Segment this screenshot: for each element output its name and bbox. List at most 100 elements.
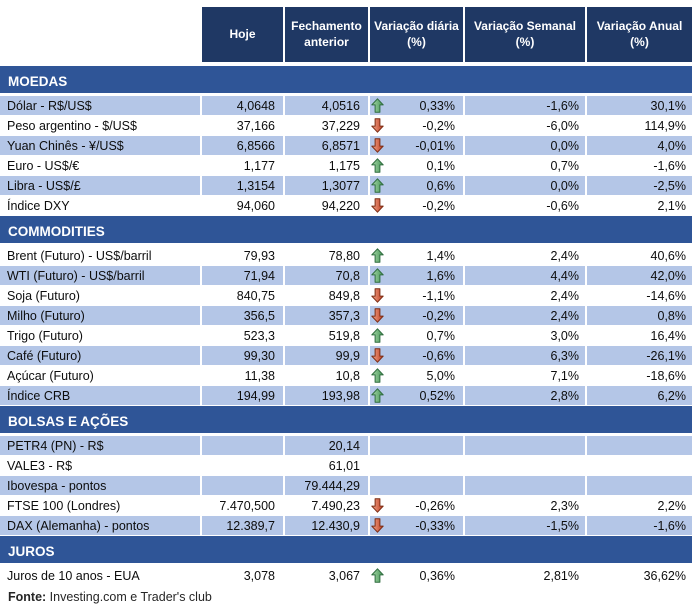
section-rows: Dólar - R$/US$ 4,0648 4,0516 0,33% -1,6%… xyxy=(0,96,692,216)
asset-label: Milho (Futuro) xyxy=(0,306,202,326)
variacao-anual-value: 2,2% xyxy=(587,496,692,516)
variacao-semanal-value: 0,0% xyxy=(465,136,587,156)
hoje-value: 840,75 xyxy=(202,286,285,306)
section-header: JUROS xyxy=(0,536,692,563)
trend-arrow-slot xyxy=(371,248,386,263)
variacao-diaria-value: -0,2% xyxy=(422,308,455,323)
fechamento-value: 12.430,9 xyxy=(285,516,370,536)
variacao-diaria-value: -0,26% xyxy=(415,498,455,513)
variacao-anual-value: 114,9% xyxy=(587,116,692,136)
variacao-anual-value xyxy=(587,436,692,456)
up-arrow-icon xyxy=(371,268,384,283)
variacao-anual-value: 40,6% xyxy=(587,246,692,266)
hoje-value xyxy=(202,456,285,476)
up-arrow-icon xyxy=(371,178,384,193)
variacao-semanal-value xyxy=(465,436,587,456)
down-arrow-icon xyxy=(371,138,384,153)
hoje-value: 1,3154 xyxy=(202,176,285,196)
variacao-diaria-value: 0,52% xyxy=(419,388,455,403)
variacao-anual-value: -18,6% xyxy=(587,366,692,386)
trend-arrow-slot xyxy=(371,158,386,173)
variacao-diaria-value: -0,2% xyxy=(422,198,455,213)
variacao-anual-value: 42,0% xyxy=(587,266,692,286)
up-arrow-icon xyxy=(371,568,384,583)
hoje-value: 71,94 xyxy=(202,266,285,286)
variacao-anual-value: -2,5% xyxy=(587,176,692,196)
variacao-diaria-cell: -0,6% xyxy=(370,346,465,366)
variacao-semanal-value: 3,0% xyxy=(465,326,587,346)
up-arrow-icon xyxy=(371,248,384,263)
variacao-diaria-cell xyxy=(370,456,465,476)
up-arrow-icon xyxy=(371,388,384,403)
fechamento-value: 37,229 xyxy=(285,116,370,136)
table-row: Yuan Chinês - ¥/US$ 6,8566 6,8571 -0,01%… xyxy=(0,136,692,156)
variacao-anual-value: 2,1% xyxy=(587,196,692,216)
table-row: FTSE 100 (Londres) 7.470,500 7.490,23 -0… xyxy=(0,496,692,516)
variacao-diaria-cell: -1,1% xyxy=(370,286,465,306)
down-arrow-icon xyxy=(371,198,384,213)
down-arrow-icon xyxy=(371,288,384,303)
variacao-diaria-cell: 0,36% xyxy=(370,566,465,586)
down-arrow-icon xyxy=(371,308,384,323)
hoje-value xyxy=(202,436,285,456)
asset-label: Índice CRB xyxy=(0,386,202,406)
section-header: MOEDAS xyxy=(0,66,692,93)
variacao-diaria-value: -0,2% xyxy=(422,118,455,133)
variacao-diaria-cell: -0,33% xyxy=(370,516,465,536)
trend-arrow-slot xyxy=(371,308,386,323)
down-arrow-icon xyxy=(371,118,384,133)
variacao-diaria-cell: 0,6% xyxy=(370,176,465,196)
variacao-semanal-value: 7,1% xyxy=(465,366,587,386)
down-arrow-icon xyxy=(371,498,384,513)
trend-arrow-slot xyxy=(371,198,386,213)
variacao-anual-value xyxy=(587,456,692,476)
asset-label: Ibovespa - pontos xyxy=(0,476,202,496)
trend-arrow-slot xyxy=(371,268,386,283)
variacao-anual-value: 16,4% xyxy=(587,326,692,346)
trend-arrow-slot xyxy=(371,328,386,343)
variacao-anual-value: 36,62% xyxy=(587,566,692,586)
section-rows: PETR4 (PN) - R$ 20,14 VALE3 - R$ 61,01 I… xyxy=(0,436,692,536)
section-rows: Juros de 10 anos - EUA 3,078 3,067 0,36%… xyxy=(0,566,692,586)
table-body: MOEDAS Dólar - R$/US$ 4,0648 4,0516 0,33… xyxy=(0,66,692,586)
variacao-diaria-cell: 1,4% xyxy=(370,246,465,266)
column-header-1: Hoje xyxy=(202,7,285,62)
variacao-anual-value: -14,6% xyxy=(587,286,692,306)
up-arrow-icon xyxy=(371,98,384,113)
down-arrow-icon xyxy=(371,348,384,363)
section-header: BOLSAS E AÇÕES xyxy=(0,406,692,433)
table-row: Euro - US$/€ 1,177 1,175 0,1% 0,7% -1,6% xyxy=(0,156,692,176)
table-row: DAX (Alemanha) - pontos 12.389,7 12.430,… xyxy=(0,516,692,536)
variacao-anual-value: -26,1% xyxy=(587,346,692,366)
source-label: Fonte: xyxy=(8,590,47,604)
variacao-diaria-value: -1,1% xyxy=(422,288,455,303)
hoje-value: 194,99 xyxy=(202,386,285,406)
variacao-semanal-value: 2,4% xyxy=(465,246,587,266)
hoje-value: 99,30 xyxy=(202,346,285,366)
table-section: JUROS Juros de 10 anos - EUA 3,078 3,067… xyxy=(0,536,692,586)
section-rows: Brent (Futuro) - US$/barril 79,93 78,80 … xyxy=(0,246,692,406)
column-header-3: Variação diária (%) xyxy=(370,7,465,62)
asset-label: Euro - US$/€ xyxy=(0,156,202,176)
variacao-semanal-value: -1,5% xyxy=(465,516,587,536)
asset-label: Libra - US$/£ xyxy=(0,176,202,196)
source-note: Fonte: Investing.com e Trader's club xyxy=(0,586,692,604)
variacao-diaria-cell: -0,2% xyxy=(370,116,465,136)
table-row: Dólar - R$/US$ 4,0648 4,0516 0,33% -1,6%… xyxy=(0,96,692,116)
table-section: MOEDAS Dólar - R$/US$ 4,0648 4,0516 0,33… xyxy=(0,66,692,216)
hoje-value xyxy=(202,476,285,496)
variacao-anual-value: -1,6% xyxy=(587,156,692,176)
variacao-diaria-value: -0,01% xyxy=(415,138,455,153)
variacao-diaria-cell: -0,26% xyxy=(370,496,465,516)
hoje-value: 79,93 xyxy=(202,246,285,266)
table-row: Brent (Futuro) - US$/barril 79,93 78,80 … xyxy=(0,246,692,266)
variacao-anual-value: 4,0% xyxy=(587,136,692,156)
variacao-diaria-value: 1,4% xyxy=(426,248,456,263)
hoje-value: 37,166 xyxy=(202,116,285,136)
variacao-diaria-value: 5,0% xyxy=(426,368,456,383)
fechamento-value: 61,01 xyxy=(285,456,370,476)
trend-arrow-slot xyxy=(371,138,386,153)
hoje-value: 3,078 xyxy=(202,566,285,586)
table-row: Ibovespa - pontos 79.444,29 xyxy=(0,476,692,496)
